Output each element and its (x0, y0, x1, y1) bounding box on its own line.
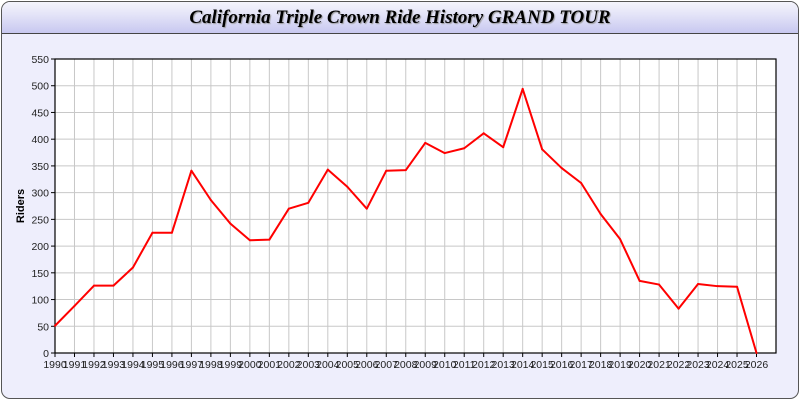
data-point (716, 285, 719, 288)
x-tick-label: 1997 (180, 359, 204, 371)
x-tick-label: 2018 (589, 359, 613, 371)
y-tick-label: 50 (37, 321, 49, 333)
data-point (229, 222, 232, 225)
data-point (112, 284, 115, 287)
chart-title: California Triple Crown Ride History GRA… (189, 7, 611, 28)
axes: 0501001502002503003504004505005501990199… (31, 54, 777, 371)
plot-border (54, 58, 777, 354)
data-point (131, 266, 134, 269)
data-point (521, 87, 524, 90)
x-tick-label: 2017 (569, 359, 593, 371)
data-point (755, 352, 758, 354)
data-point (424, 141, 427, 144)
x-tick-label: 2000 (238, 359, 262, 371)
data-point (92, 284, 95, 287)
data-point (638, 279, 641, 282)
x-tick-label: 1996 (160, 359, 184, 371)
x-tick-label: 2009 (414, 359, 438, 371)
x-tick-label: 2013 (492, 359, 516, 371)
x-tick-label: 2005 (336, 359, 360, 371)
x-tick-label: 1991 (63, 359, 87, 371)
data-point (599, 213, 602, 216)
data-point (580, 182, 583, 185)
y-tick-label: 300 (31, 188, 49, 200)
data-point (736, 285, 739, 288)
data-point (287, 207, 290, 210)
x-tick-label: 2012 (472, 359, 496, 371)
x-tick-label: 2022 (667, 359, 691, 371)
title-bar: California Triple Crown Ride History GRA… (2, 2, 798, 34)
x-tick-label: 2002 (277, 359, 301, 371)
data-point (619, 238, 622, 241)
y-tick-label: 450 (31, 107, 49, 119)
x-tick-label: 1995 (141, 359, 165, 371)
x-tick-label: 2008 (394, 359, 418, 371)
y-tick-label: 0 (43, 348, 49, 360)
data-point (658, 283, 661, 286)
data-point (463, 147, 466, 150)
x-tick-label: 2004 (316, 359, 340, 371)
data-point (54, 324, 56, 327)
y-tick-label: 250 (31, 214, 49, 226)
y-tick-label: 150 (31, 268, 49, 280)
x-tick-label: 2016 (550, 359, 574, 371)
y-tick-label: 350 (31, 161, 49, 173)
x-tick-label: 2014 (511, 359, 535, 371)
data-point (697, 283, 700, 286)
data-point (482, 132, 485, 135)
data-point (502, 146, 505, 149)
x-tick-label: 2011 (453, 359, 476, 371)
x-tick-label: 2015 (530, 359, 554, 371)
data-point (404, 169, 407, 172)
data-point (541, 148, 544, 151)
data-point (307, 201, 310, 204)
data-point (346, 185, 349, 188)
x-tick-label: 2003 (297, 359, 321, 371)
x-tick-label: 2019 (608, 359, 632, 371)
x-tick-label: 1999 (219, 359, 243, 371)
x-tick-label: 1992 (82, 359, 106, 371)
data-point (170, 231, 173, 234)
x-tick-label: 2024 (706, 359, 730, 371)
x-tick-label: 2026 (745, 359, 769, 371)
x-tick-label: 2025 (725, 359, 749, 371)
x-tick-label: 2021 (647, 359, 671, 371)
data-point (677, 307, 680, 310)
x-tick-label: 1998 (199, 359, 223, 371)
data-point (560, 167, 563, 170)
y-tick-label: 500 (31, 81, 49, 93)
plot-area (55, 59, 776, 353)
data-point (248, 239, 251, 242)
data-point (443, 152, 446, 155)
x-tick-label: 1990 (43, 359, 67, 371)
x-tick-label: 2020 (628, 359, 652, 371)
data-point (151, 231, 154, 234)
x-tick-label: 2007 (375, 359, 399, 371)
x-tick-label: 1993 (102, 359, 126, 371)
x-tick-label: 2010 (433, 359, 457, 371)
x-tick-label: 2006 (355, 359, 379, 371)
data-point (209, 199, 212, 202)
y-tick-label: 550 (31, 54, 49, 66)
x-tick-label: 2023 (686, 359, 710, 371)
y-tick-label: 100 (31, 295, 49, 307)
data-point (365, 207, 368, 210)
data-point (268, 238, 271, 241)
y-tick-label: 200 (31, 241, 49, 253)
y-tick-label: 400 (31, 134, 49, 146)
data-point (385, 169, 388, 172)
y-axis-label: Riders (15, 189, 27, 223)
x-tick-label: 1994 (121, 359, 145, 371)
x-tick-label: 2001 (258, 359, 282, 371)
series (54, 87, 758, 354)
data-point (73, 304, 76, 307)
data-point (326, 168, 329, 171)
data-point (190, 169, 193, 172)
